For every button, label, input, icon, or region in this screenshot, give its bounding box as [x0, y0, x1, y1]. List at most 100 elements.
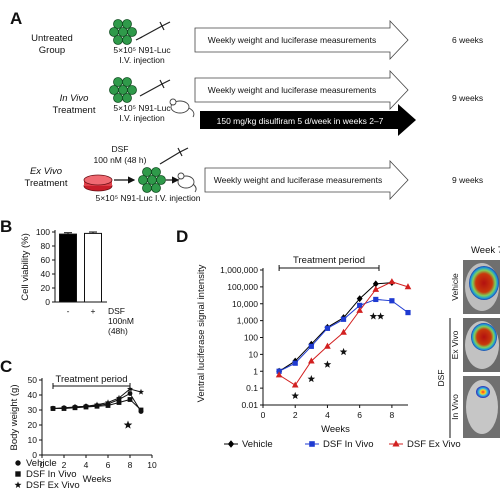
x-axis-label: Weeks: [321, 424, 350, 435]
data-point: [104, 399, 112, 406]
group-label: Treatment: [53, 105, 96, 116]
y-tick-label: 100: [36, 227, 50, 237]
y-tick-label: 1: [253, 366, 258, 376]
panel-b: B 0 20 40 60 80 100 Cell viability (%) - + DSF100…: [0, 217, 134, 336]
legend-marker: [227, 440, 235, 448]
cell-cluster-icon: [109, 77, 137, 103]
panel-a-row-ex-vivo: Ex Vivo Treatment DSF 100 nM (48 h): [25, 144, 484, 203]
legend-label: Vehicle: [26, 458, 57, 469]
legend-marker: [15, 460, 21, 466]
y-tick-label: 10: [28, 435, 38, 445]
y-tick-label: 60: [41, 255, 51, 265]
legend-label: DSF Ex Vivo: [26, 480, 80, 491]
mouse-icon: [169, 98, 195, 118]
x-tick-label: 2: [62, 460, 67, 470]
data-point: [356, 295, 363, 303]
significance-star: [369, 312, 378, 320]
duration-label: 9 weeks: [452, 175, 483, 185]
x-axis-label: Weeks: [83, 474, 112, 485]
x-tick-label: -: [67, 306, 70, 316]
group-label: Group: [39, 45, 65, 56]
significance-star: [339, 347, 348, 356]
panel-a: A Untreated Group 5×10⁵ N91-Luc I.V. i: [10, 9, 483, 203]
data-point: [127, 391, 133, 396]
x-axis-label: 100nM: [108, 316, 134, 326]
data-point: [291, 381, 299, 388]
y-tick-label: 0: [32, 450, 37, 460]
syringe-icon: [139, 79, 171, 97]
x-tick-label: 10: [147, 460, 157, 470]
data-point: [93, 401, 101, 408]
y-tick-label: 1,000,000: [220, 265, 258, 275]
y-tick-label: 30: [28, 405, 38, 415]
data-point: [340, 328, 347, 335]
arrow-label: Weekly weight and luciferase measurement…: [208, 35, 377, 45]
data-point: [116, 400, 122, 405]
data-point: [115, 394, 123, 401]
group-label: Untreated: [31, 33, 73, 44]
y-tick-label: 1,000: [237, 316, 259, 326]
image-label-ex-vivo: Ex Vivo: [450, 330, 460, 359]
treatment-arrow: [200, 104, 416, 136]
panel-a-row-in-vivo: In Vivo Treatment 5×10⁵ N91-L: [53, 69, 483, 136]
data-point: [405, 309, 411, 316]
data-point: [388, 278, 396, 285]
panel-c: C 0 10 20 30 40 50 0 2 4 6 8 10 Weeks Body weight (g)…: [0, 357, 157, 491]
legend-marker: [14, 481, 22, 488]
significance-star: [307, 374, 316, 383]
x-tick-label: +: [91, 306, 96, 316]
data-point: [292, 360, 298, 366]
treatment-period-label: Treatment period: [293, 255, 365, 266]
data-point: [340, 316, 347, 322]
series-line: [278, 282, 392, 372]
bar: [59, 233, 77, 303]
data-point: [71, 403, 79, 410]
y-axis-label: Body weight (g): [9, 384, 20, 450]
treatment-period-label: Treatment period: [56, 374, 128, 385]
panel-b-letter: B: [0, 217, 12, 236]
data-point: [389, 298, 395, 304]
y-axis-label: Cell viability (%): [20, 233, 31, 301]
group-label: In Vivo: [60, 93, 89, 104]
data-point: [308, 343, 314, 349]
injection-label: I.V. injection: [119, 113, 165, 123]
y-axis-label: Ventral luciferase signal intensity: [196, 264, 207, 402]
y-tick-label: 100,000: [227, 282, 258, 292]
y-tick-label: 40: [28, 390, 38, 400]
data-point: [49, 405, 57, 412]
y-tick-label: 0: [45, 297, 50, 307]
legend-label: DSF In Vivo: [323, 439, 374, 450]
image-label-in-vivo: In Vivo: [450, 394, 460, 420]
series-line: [278, 298, 409, 372]
y-tick-label: 20: [28, 420, 38, 430]
data-point: [60, 405, 68, 412]
y-tick-label: 10,000: [232, 299, 258, 309]
injection-label: 5×10⁵ N91-Luc I.V. injection: [95, 193, 200, 203]
panel-d: D 0.01 0.1 1 10 100 1,000 10,000 100,000 1,000,0…: [176, 227, 461, 450]
y-tick-label: 80: [41, 241, 51, 251]
significance-star: [291, 391, 300, 400]
legend-marker: [309, 441, 315, 447]
duration-label: 6 weeks: [452, 35, 483, 45]
injection-label: I.V. injection: [119, 55, 165, 65]
panel-c-letter: C: [0, 357, 12, 376]
image-label-vehicle: Vehicle: [450, 273, 460, 301]
y-tick-label: 20: [41, 283, 51, 293]
y-tick-label: 50: [28, 375, 38, 385]
panel-d-letter: D: [176, 227, 188, 246]
group-label: Ex Vivo: [30, 166, 62, 177]
x-tick-label: 8: [390, 410, 395, 420]
x-tick-label: 6: [357, 410, 362, 420]
x-tick-label: 4: [325, 410, 330, 420]
timeline-arrow: [194, 69, 409, 111]
duration-label: 9 weeks: [452, 93, 483, 103]
petri-dish-icon: [83, 174, 113, 192]
x-tick-label: 2: [293, 410, 298, 420]
arrow-label: Weekly weight and luciferase measurement…: [208, 85, 377, 95]
significance-star: [376, 312, 385, 320]
panel-a-letter: A: [10, 9, 22, 28]
dsf-label: DSF: [112, 144, 129, 154]
images-header: Week 7: [471, 245, 500, 256]
legend-marker: [392, 440, 400, 447]
